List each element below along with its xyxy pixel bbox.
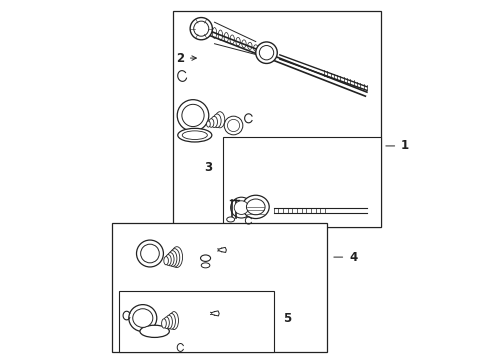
Ellipse shape bbox=[182, 104, 204, 127]
Ellipse shape bbox=[129, 305, 157, 332]
Ellipse shape bbox=[224, 116, 243, 135]
Ellipse shape bbox=[231, 197, 252, 218]
Ellipse shape bbox=[194, 21, 209, 36]
Ellipse shape bbox=[167, 253, 174, 266]
Ellipse shape bbox=[201, 263, 210, 268]
Polygon shape bbox=[215, 311, 219, 316]
Ellipse shape bbox=[227, 217, 235, 222]
Ellipse shape bbox=[137, 240, 164, 267]
Ellipse shape bbox=[162, 319, 166, 328]
Ellipse shape bbox=[164, 257, 169, 265]
Ellipse shape bbox=[168, 314, 175, 329]
Text: 2: 2 bbox=[176, 51, 184, 64]
Ellipse shape bbox=[190, 18, 212, 40]
Ellipse shape bbox=[182, 131, 207, 139]
Ellipse shape bbox=[256, 42, 277, 63]
Ellipse shape bbox=[170, 249, 180, 267]
Text: 3: 3 bbox=[205, 161, 213, 174]
Ellipse shape bbox=[211, 116, 218, 127]
Bar bbox=[173, 12, 381, 226]
Ellipse shape bbox=[215, 112, 225, 128]
Ellipse shape bbox=[246, 199, 265, 215]
Ellipse shape bbox=[200, 255, 211, 261]
Bar bbox=[223, 137, 381, 226]
Ellipse shape bbox=[164, 317, 170, 328]
Ellipse shape bbox=[166, 315, 172, 329]
Ellipse shape bbox=[227, 120, 240, 132]
Bar bbox=[120, 291, 274, 352]
Ellipse shape bbox=[171, 247, 183, 267]
Ellipse shape bbox=[170, 312, 178, 329]
Ellipse shape bbox=[178, 129, 212, 142]
Ellipse shape bbox=[234, 201, 248, 215]
Text: 4: 4 bbox=[349, 251, 357, 264]
Ellipse shape bbox=[213, 114, 221, 128]
Ellipse shape bbox=[243, 195, 269, 219]
Ellipse shape bbox=[165, 255, 171, 265]
Ellipse shape bbox=[177, 100, 209, 131]
Ellipse shape bbox=[168, 251, 177, 266]
Ellipse shape bbox=[141, 244, 159, 263]
Polygon shape bbox=[221, 247, 226, 252]
Ellipse shape bbox=[133, 309, 153, 327]
Ellipse shape bbox=[259, 45, 274, 60]
Text: 1: 1 bbox=[401, 139, 409, 152]
Text: 5: 5 bbox=[283, 311, 291, 325]
Bar bbox=[112, 223, 327, 352]
Ellipse shape bbox=[207, 121, 210, 127]
Ellipse shape bbox=[209, 119, 214, 127]
Ellipse shape bbox=[140, 325, 170, 337]
